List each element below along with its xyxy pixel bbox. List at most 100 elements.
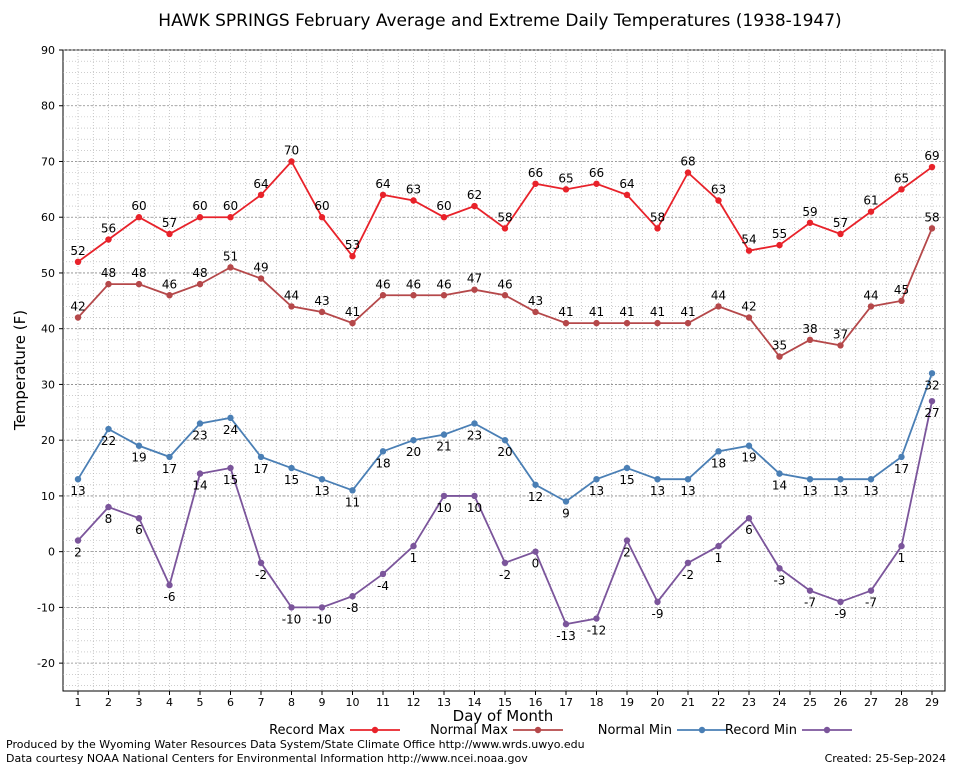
data-point bbox=[257, 275, 265, 282]
data-label: 13 bbox=[589, 484, 604, 498]
data-label: 1 bbox=[410, 551, 418, 565]
data-label: 1 bbox=[898, 551, 906, 565]
data-label: -10 bbox=[312, 612, 332, 626]
data-point bbox=[837, 230, 844, 238]
data-label: 17 bbox=[162, 462, 177, 476]
data-point bbox=[440, 431, 448, 438]
x-tick-label: 12 bbox=[407, 696, 421, 709]
data-point bbox=[410, 292, 417, 299]
data-point bbox=[623, 319, 631, 327]
data-point bbox=[105, 425, 112, 433]
data-point bbox=[379, 292, 387, 299]
data-point bbox=[837, 598, 844, 606]
y-tick-label: 10 bbox=[41, 490, 55, 503]
data-point bbox=[196, 420, 204, 427]
y-tick-label: 30 bbox=[41, 378, 55, 391]
data-label: -2 bbox=[499, 568, 511, 582]
data-label: 1 bbox=[715, 551, 723, 565]
data-label: 32 bbox=[924, 378, 939, 392]
data-label: 35 bbox=[772, 339, 787, 353]
data-point bbox=[74, 537, 82, 544]
data-label: 17 bbox=[253, 462, 268, 476]
data-point bbox=[776, 353, 783, 360]
data-label: 19 bbox=[741, 451, 756, 465]
data-point bbox=[806, 336, 814, 344]
data-point bbox=[471, 420, 478, 427]
data-point bbox=[135, 280, 143, 288]
data-point bbox=[654, 598, 661, 606]
data-point bbox=[715, 303, 722, 310]
data-point bbox=[623, 191, 631, 199]
data-point bbox=[349, 487, 356, 494]
data-label: 53 bbox=[345, 238, 360, 252]
data-label: 56 bbox=[101, 222, 116, 236]
legend-marker bbox=[823, 726, 831, 734]
data-label: 47 bbox=[467, 272, 482, 286]
data-label: 38 bbox=[802, 322, 817, 336]
x-tick-label: 8 bbox=[288, 696, 295, 709]
data-point bbox=[593, 319, 600, 327]
legend-label: Normal Max bbox=[430, 723, 508, 738]
y-tick-label: 60 bbox=[41, 211, 55, 224]
data-point bbox=[867, 475, 875, 483]
data-point bbox=[745, 314, 753, 321]
data-label: -7 bbox=[804, 596, 816, 610]
data-point bbox=[471, 286, 478, 293]
data-point bbox=[501, 292, 509, 299]
data-point bbox=[257, 559, 265, 566]
data-label: -9 bbox=[835, 607, 847, 621]
data-label: 22 bbox=[101, 434, 116, 448]
data-label: -8 bbox=[347, 601, 359, 615]
y-tick-label: -10 bbox=[37, 601, 55, 614]
data-label: 0 bbox=[532, 557, 540, 571]
data-label: 13 bbox=[863, 484, 878, 498]
data-point bbox=[135, 515, 143, 522]
data-point bbox=[837, 475, 844, 483]
x-tick-label: 15 bbox=[498, 696, 512, 709]
data-point bbox=[776, 470, 783, 477]
data-label: 10 bbox=[467, 501, 482, 515]
data-label: 37 bbox=[833, 327, 848, 341]
data-label: 19 bbox=[131, 451, 146, 465]
data-label: 6 bbox=[135, 523, 143, 537]
data-label: 13 bbox=[680, 484, 695, 498]
data-point bbox=[928, 370, 936, 377]
data-label: 41 bbox=[345, 305, 360, 319]
x-tick-label: 5 bbox=[197, 696, 204, 709]
data-label: 57 bbox=[162, 216, 177, 230]
data-label: 20 bbox=[406, 445, 421, 459]
data-label: 41 bbox=[650, 305, 665, 319]
data-label: -13 bbox=[556, 629, 576, 643]
data-label: 15 bbox=[223, 473, 238, 487]
data-label: 42 bbox=[70, 300, 85, 314]
data-point bbox=[684, 319, 692, 327]
x-tick-label: 6 bbox=[227, 696, 234, 709]
data-label: 41 bbox=[619, 305, 634, 319]
data-point bbox=[806, 587, 814, 594]
data-point bbox=[379, 570, 387, 578]
data-point bbox=[105, 236, 112, 243]
series-group bbox=[74, 158, 936, 628]
data-point bbox=[867, 208, 875, 215]
y-tick-label: 70 bbox=[41, 155, 55, 168]
data-point bbox=[288, 158, 295, 165]
x-tick-label: 13 bbox=[437, 696, 451, 709]
data-label: 15 bbox=[284, 473, 299, 487]
data-point bbox=[227, 214, 234, 221]
data-point bbox=[105, 503, 112, 511]
footer-created: Created: 25-Sep-2024 bbox=[824, 752, 946, 765]
data-label: 68 bbox=[680, 155, 695, 169]
data-label: 48 bbox=[101, 266, 116, 280]
data-point bbox=[562, 186, 570, 193]
data-point bbox=[349, 253, 356, 260]
data-label: -3 bbox=[774, 573, 786, 587]
data-point bbox=[684, 475, 692, 483]
data-point bbox=[196, 470, 204, 477]
data-point bbox=[379, 448, 387, 455]
legend-label: Record Min bbox=[725, 723, 797, 738]
data-point bbox=[105, 280, 112, 288]
data-label: 24 bbox=[223, 423, 238, 437]
x-tick-label: 10 bbox=[346, 696, 360, 709]
legend-marker bbox=[698, 726, 706, 734]
